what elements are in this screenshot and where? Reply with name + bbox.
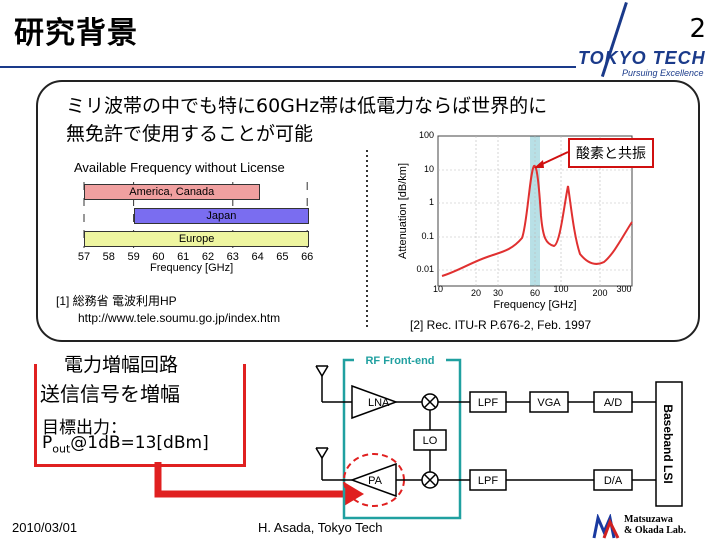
dotted-divider bbox=[366, 150, 368, 330]
section-title: 電力増幅回路 bbox=[58, 350, 185, 377]
intro-text: ミリ波帯の中でも特に60GHz帯は低電力ならば世界的に 無免許で使用することが可… bbox=[66, 92, 666, 148]
x-tick-label: 100 bbox=[553, 284, 568, 294]
footer-date: 2010/03/01 bbox=[12, 520, 78, 535]
lo-label: LO bbox=[423, 435, 438, 447]
oxygen-resonance-callout: 酸素と共振 bbox=[568, 138, 654, 168]
freq-chart-ticks: 57 58 59 60 61 62 63 64 65 66 bbox=[78, 251, 313, 263]
freq-tick-label: 64 bbox=[251, 251, 263, 263]
intro-line-2: 無免許で使用することが可能 bbox=[66, 123, 314, 145]
section-line-3: Pout@1dB=13[dBm] bbox=[42, 433, 209, 455]
freq-tick-label: 63 bbox=[227, 251, 239, 263]
da-label: D/A bbox=[604, 475, 623, 487]
x-tick-label: 30 bbox=[493, 288, 503, 298]
x-tick-label: 60 bbox=[530, 288, 540, 298]
attenuation-curve bbox=[441, 164, 633, 277]
pout-p: P bbox=[42, 433, 53, 453]
x-tick-labels: 10 20 30 60 100 200 300 bbox=[433, 284, 632, 298]
band-bar: America, Canada bbox=[84, 184, 260, 200]
y-tick-label: 1 bbox=[429, 197, 434, 207]
lab-logo: Matsuzawa & Okada Lab. bbox=[592, 512, 718, 540]
reference-1-url: http://www.tele.soumu.go.jp/index.htm bbox=[78, 311, 281, 325]
oxygen-band-highlight bbox=[530, 136, 540, 286]
logo-sub-text: Pursuing Excellence bbox=[622, 68, 704, 78]
freq-tick-label: 57 bbox=[78, 251, 90, 263]
ad-label: A/D bbox=[604, 397, 622, 409]
pa-label: PA bbox=[368, 475, 383, 487]
baseband-label: Baseband LSI bbox=[661, 404, 675, 483]
rf-block-diagram: RF Front-end LNA PA LO LPF VGA A/D LPF D… bbox=[315, 354, 683, 520]
pa-pointer-arrow bbox=[154, 462, 364, 506]
attenuation-chart: 100 10 1 0.1 0.01 10 20 30 60 100 200 300 Attenuat… bbox=[397, 130, 633, 311]
freq-tick-label: 60 bbox=[152, 251, 164, 263]
lpf-tx-label: LPF bbox=[478, 475, 498, 487]
x-tick-label: 20 bbox=[471, 288, 481, 298]
tokyo-tech-logo: TOKYO TECH Pursuing Excellence bbox=[578, 48, 708, 80]
page-number: 2 bbox=[689, 14, 706, 44]
lpf-rx-label: LPF bbox=[478, 397, 498, 409]
freq-tick-label: 59 bbox=[127, 251, 139, 263]
lab-logo-mark-icon bbox=[592, 514, 620, 539]
lna-amplifier bbox=[351, 384, 399, 420]
band-bar: Europe bbox=[84, 231, 310, 247]
logo-main-text: TOKYO TECH bbox=[578, 48, 706, 68]
freq-tick-label: 61 bbox=[177, 251, 189, 263]
header-rule bbox=[0, 66, 576, 68]
rf-frontend-label: RF Front-end bbox=[365, 355, 434, 367]
section-line-2: 目標出力： bbox=[42, 418, 127, 438]
freq-tick-label: 66 bbox=[301, 251, 313, 263]
y-tick-label: 10 bbox=[424, 164, 434, 174]
vga-label: VGA bbox=[537, 397, 561, 409]
lab-logo-line1: Matsuzawa bbox=[624, 514, 673, 525]
x-tick-label: 200 bbox=[592, 288, 607, 298]
section-line-1: 送信信号を増幅 bbox=[40, 382, 180, 406]
baseband-block bbox=[655, 381, 683, 507]
freq-chart-xlabel: Frequency [GHz] bbox=[150, 262, 234, 274]
intro-line-1: ミリ波帯の中でも特に60GHz帯は低電力ならば世界的に bbox=[66, 95, 548, 117]
y-tick-label: 0.1 bbox=[421, 231, 434, 241]
y-tick-label: 0.01 bbox=[416, 264, 434, 274]
content-box bbox=[36, 80, 700, 342]
callout-arrow bbox=[534, 151, 569, 168]
rx-antenna-icon bbox=[315, 365, 352, 403]
x-tick-label: 10 bbox=[433, 284, 443, 294]
y-tick-label: 100 bbox=[419, 130, 434, 140]
lna-label: LNA bbox=[368, 397, 390, 409]
x-tick-label: 300 bbox=[616, 284, 631, 294]
freq-tick-label: 58 bbox=[103, 251, 115, 263]
freq-tick-label: 62 bbox=[202, 251, 214, 263]
freq-chart-title: Available Frequency without License bbox=[74, 160, 285, 175]
lab-logo-line2: & Okada Lab. bbox=[624, 525, 686, 536]
pout-rest: @1dB=13[dBm] bbox=[70, 433, 209, 453]
pout-sub: out bbox=[52, 442, 71, 456]
section-bracket bbox=[34, 364, 246, 467]
slide-title: 研究背景 bbox=[14, 16, 138, 51]
reference-1-line1: [1] 総務省 電波利用HP bbox=[56, 294, 177, 308]
x-axis-label: Frequency [GHz] bbox=[493, 299, 576, 311]
reference-1: [1] 総務省 電波利用HP http://www.tele.soumu.go.… bbox=[56, 293, 280, 327]
y-axis-label: Attenuation [dB/km] bbox=[397, 163, 409, 259]
y-tick-labels: 100 10 1 0.1 0.01 bbox=[416, 130, 434, 274]
reference-2: [2] Rec. ITU-R P.676-2, Feb. 1997 bbox=[410, 318, 592, 332]
band-bar: Japan bbox=[133, 208, 310, 224]
freq-tick-label: 65 bbox=[276, 251, 288, 263]
footer-author: H. Asada, Tokyo Tech bbox=[258, 520, 383, 535]
tx-antenna-icon bbox=[315, 447, 352, 481]
